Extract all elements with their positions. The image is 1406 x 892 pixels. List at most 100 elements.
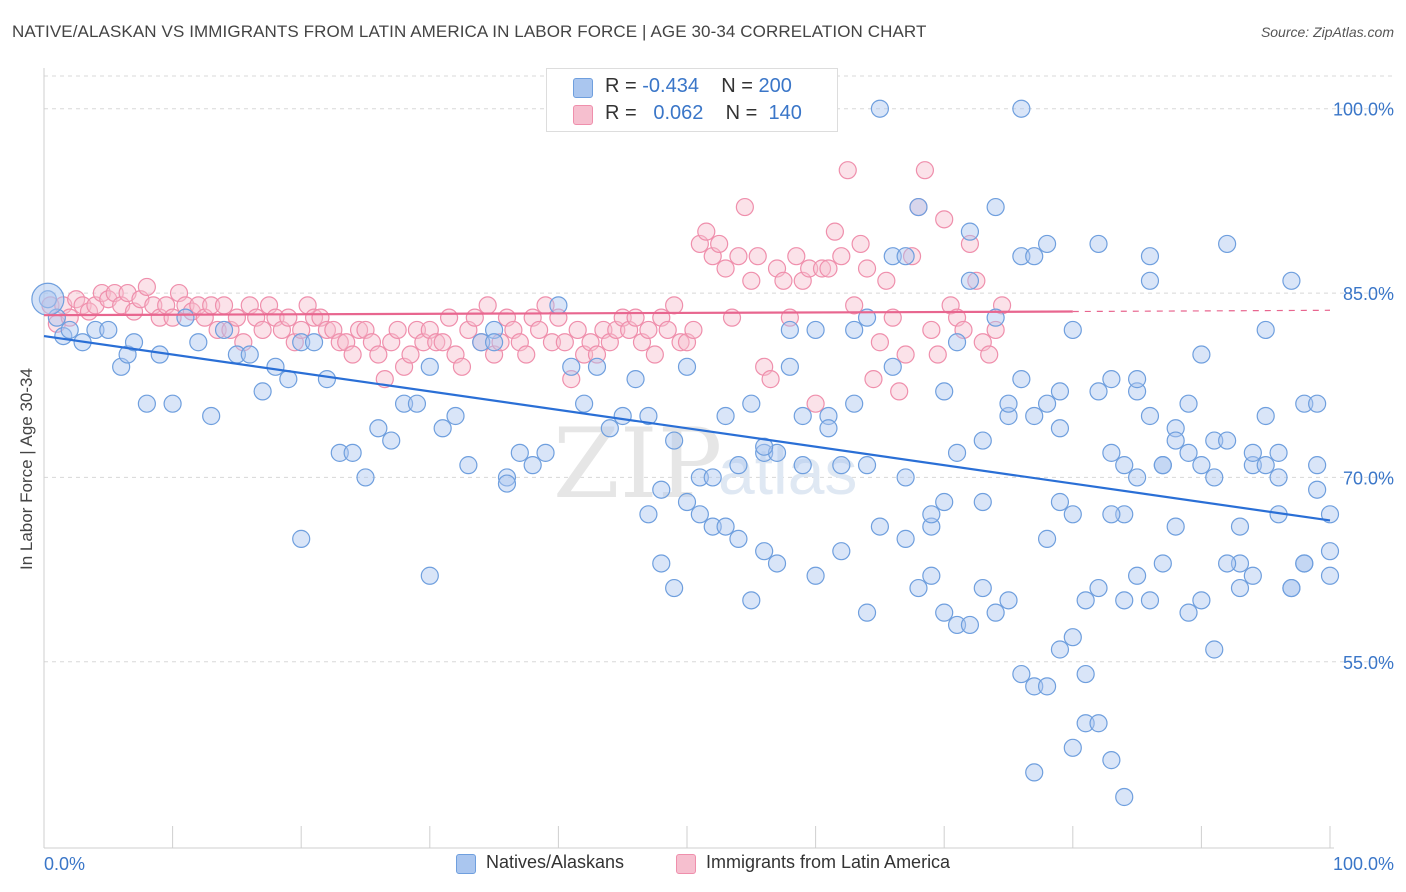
natives-point: [1102, 370, 1121, 389]
immigrants-point: [530, 320, 549, 340]
source-label: Source: ZipAtlas.com: [1260, 24, 1394, 40]
natives-point: [883, 357, 902, 376]
natives-point: [394, 394, 414, 413]
y-tick-label: 100.0%: [1333, 100, 1394, 120]
natives-point: [1308, 456, 1327, 475]
natives-point: [896, 529, 915, 548]
y-tick-label: 70.0%: [1343, 468, 1394, 488]
natives-point: [1050, 419, 1070, 438]
legend-r-label: R =: [605, 102, 637, 124]
natives-point: [845, 320, 864, 340]
x-tick-label: 0.0%: [44, 854, 85, 874]
natives-point: [1192, 345, 1211, 364]
tick-labels: 100.0% 85.0% 70.0% 55.0% 0.0% 100.0%: [44, 100, 1394, 874]
natives-point: [613, 406, 632, 426]
natives-point: [1295, 394, 1314, 413]
immigrants-point: [935, 210, 954, 229]
natives-point: [870, 517, 890, 536]
immigrants-point: [452, 357, 472, 376]
natives-point: [266, 357, 285, 376]
natives-point: [677, 357, 697, 376]
immigrants-point: [761, 370, 780, 389]
natives-point: [703, 468, 722, 487]
immigrants-point: [439, 308, 459, 327]
natives-point: [1102, 505, 1121, 524]
immigrants-point: [697, 222, 716, 241]
natives-point: [356, 468, 375, 487]
natives-point: [510, 443, 529, 462]
bottom-swatch-immigrants: [676, 854, 696, 874]
series-immigrants-points: [41, 161, 1012, 413]
natives-point: [1179, 603, 1198, 622]
natives-point: [420, 357, 439, 376]
natives-point: [973, 492, 992, 512]
immigrants-point: [896, 345, 915, 364]
immigrants-point: [137, 277, 156, 297]
natives-point: [960, 271, 980, 290]
natives-point: [1025, 247, 1044, 266]
natives-point: [369, 419, 388, 438]
natives-point: [497, 474, 517, 493]
natives-trend-line: [43, 335, 1331, 522]
natives-point: [1089, 714, 1108, 733]
natives-point: [1050, 492, 1070, 512]
natives-point: [1089, 382, 1108, 401]
natives-point: [1282, 578, 1301, 598]
natives-point: [947, 615, 967, 635]
immigrants-point: [208, 320, 227, 340]
natives-point: [935, 492, 954, 512]
natives-point: [60, 320, 79, 340]
natives-point: [960, 222, 980, 241]
natives-point: [1308, 480, 1327, 499]
natives-point: [86, 320, 105, 340]
immigrants-point: [478, 296, 497, 315]
immigrants-point: [800, 259, 819, 278]
axes: [43, 68, 1334, 849]
natives-point: [536, 443, 555, 462]
natives-point: [317, 370, 337, 389]
immigrants-point: [343, 345, 362, 364]
natives-point: [1050, 640, 1070, 659]
natives-point: [279, 370, 298, 389]
natives-point: [1037, 529, 1057, 548]
natives-point: [420, 566, 439, 585]
natives-point: [1037, 677, 1057, 696]
natives-point: [304, 333, 324, 352]
immigrants-point: [748, 247, 767, 266]
natives-point: [780, 357, 799, 376]
immigrants-point: [928, 345, 947, 364]
immigrants-point: [857, 259, 877, 278]
natives-point: [832, 456, 851, 475]
immigrants-point: [568, 320, 587, 340]
immigrants-point: [639, 320, 658, 340]
natives-point: [1037, 234, 1057, 254]
natives-point: [163, 394, 182, 413]
immigrants-point: [555, 333, 574, 352]
natives-point: [1025, 677, 1044, 696]
natives-point: [1218, 234, 1237, 254]
immigrants-point: [427, 333, 446, 352]
natives-point: [1256, 456, 1275, 475]
bottom-swatch-natives: [456, 854, 476, 874]
natives-point: [1256, 406, 1275, 426]
natives-point: [999, 394, 1018, 413]
natives-point: [1127, 468, 1147, 487]
natives-point: [935, 382, 954, 401]
natives-point: [883, 247, 902, 266]
natives-point: [1243, 443, 1262, 462]
immigrants-point: [369, 345, 388, 364]
natives-point: [1320, 542, 1340, 561]
natives-point: [1179, 394, 1198, 413]
legend-n-value: 200: [758, 75, 792, 97]
natives-point: [1205, 640, 1224, 659]
bottom-legend-immigrants-label: Immigrants from Latin America: [706, 852, 951, 872]
immigrants-point: [922, 320, 941, 340]
legend-r-label: R =: [605, 75, 637, 97]
natives-point: [665, 578, 684, 598]
immigrants-point: [845, 296, 864, 315]
natives-point: [1089, 234, 1108, 254]
natives-point: [755, 443, 774, 462]
natives-point: [446, 406, 465, 426]
natives-point: [973, 431, 992, 450]
